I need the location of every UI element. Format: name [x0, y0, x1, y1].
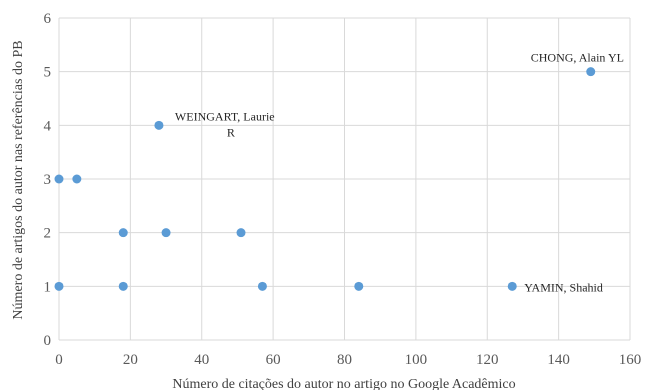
- x-tick-label: 80: [337, 352, 352, 368]
- data-point: [54, 281, 64, 291]
- point-annotation: R: [227, 125, 235, 139]
- x-tick-label: 100: [405, 352, 428, 368]
- data-point: [257, 281, 267, 291]
- point-annotation: CHONG, Alain YL: [531, 51, 624, 65]
- data-point: [161, 228, 171, 238]
- gridlines: [58, 17, 631, 341]
- x-tick-label: 40: [194, 352, 209, 368]
- x-tick-label: 160: [619, 352, 642, 368]
- y-tick-label: 5: [44, 65, 52, 81]
- data-point: [118, 228, 128, 238]
- y-tick-label: 0: [44, 333, 52, 349]
- y-tick-label: 2: [44, 226, 52, 242]
- data-points: [54, 67, 596, 291]
- y-tick-label: 6: [44, 11, 52, 27]
- data-point: [154, 120, 164, 130]
- data-point: [507, 281, 517, 291]
- data-point: [354, 281, 364, 291]
- point-annotation: YAMIN, Shahid: [524, 280, 603, 294]
- x-tick-label: 120: [476, 352, 499, 368]
- data-point: [236, 228, 246, 238]
- x-tick-label: 60: [266, 352, 281, 368]
- x-tick-label: 0: [55, 352, 63, 368]
- y-axis-title: Número de artigos do autor nas referênci…: [11, 40, 26, 319]
- data-point: [586, 67, 596, 77]
- data-point: [118, 281, 128, 291]
- x-tick-label: 20: [123, 352, 138, 368]
- y-tick-label: 3: [44, 172, 52, 188]
- data-point: [54, 174, 64, 184]
- point-annotation: WEINGART, Laurie: [175, 109, 275, 123]
- x-axis-title: Número de citações do autor no artigo no…: [172, 377, 515, 390]
- annotations: CHONG, Alain YL WEINGART, Laurie R YAMIN, S…: [175, 51, 624, 295]
- x-tick-label: 140: [547, 352, 570, 368]
- data-point: [72, 174, 82, 184]
- y-tick-label: 1: [44, 279, 52, 295]
- y-tick-label: 4: [44, 118, 52, 134]
